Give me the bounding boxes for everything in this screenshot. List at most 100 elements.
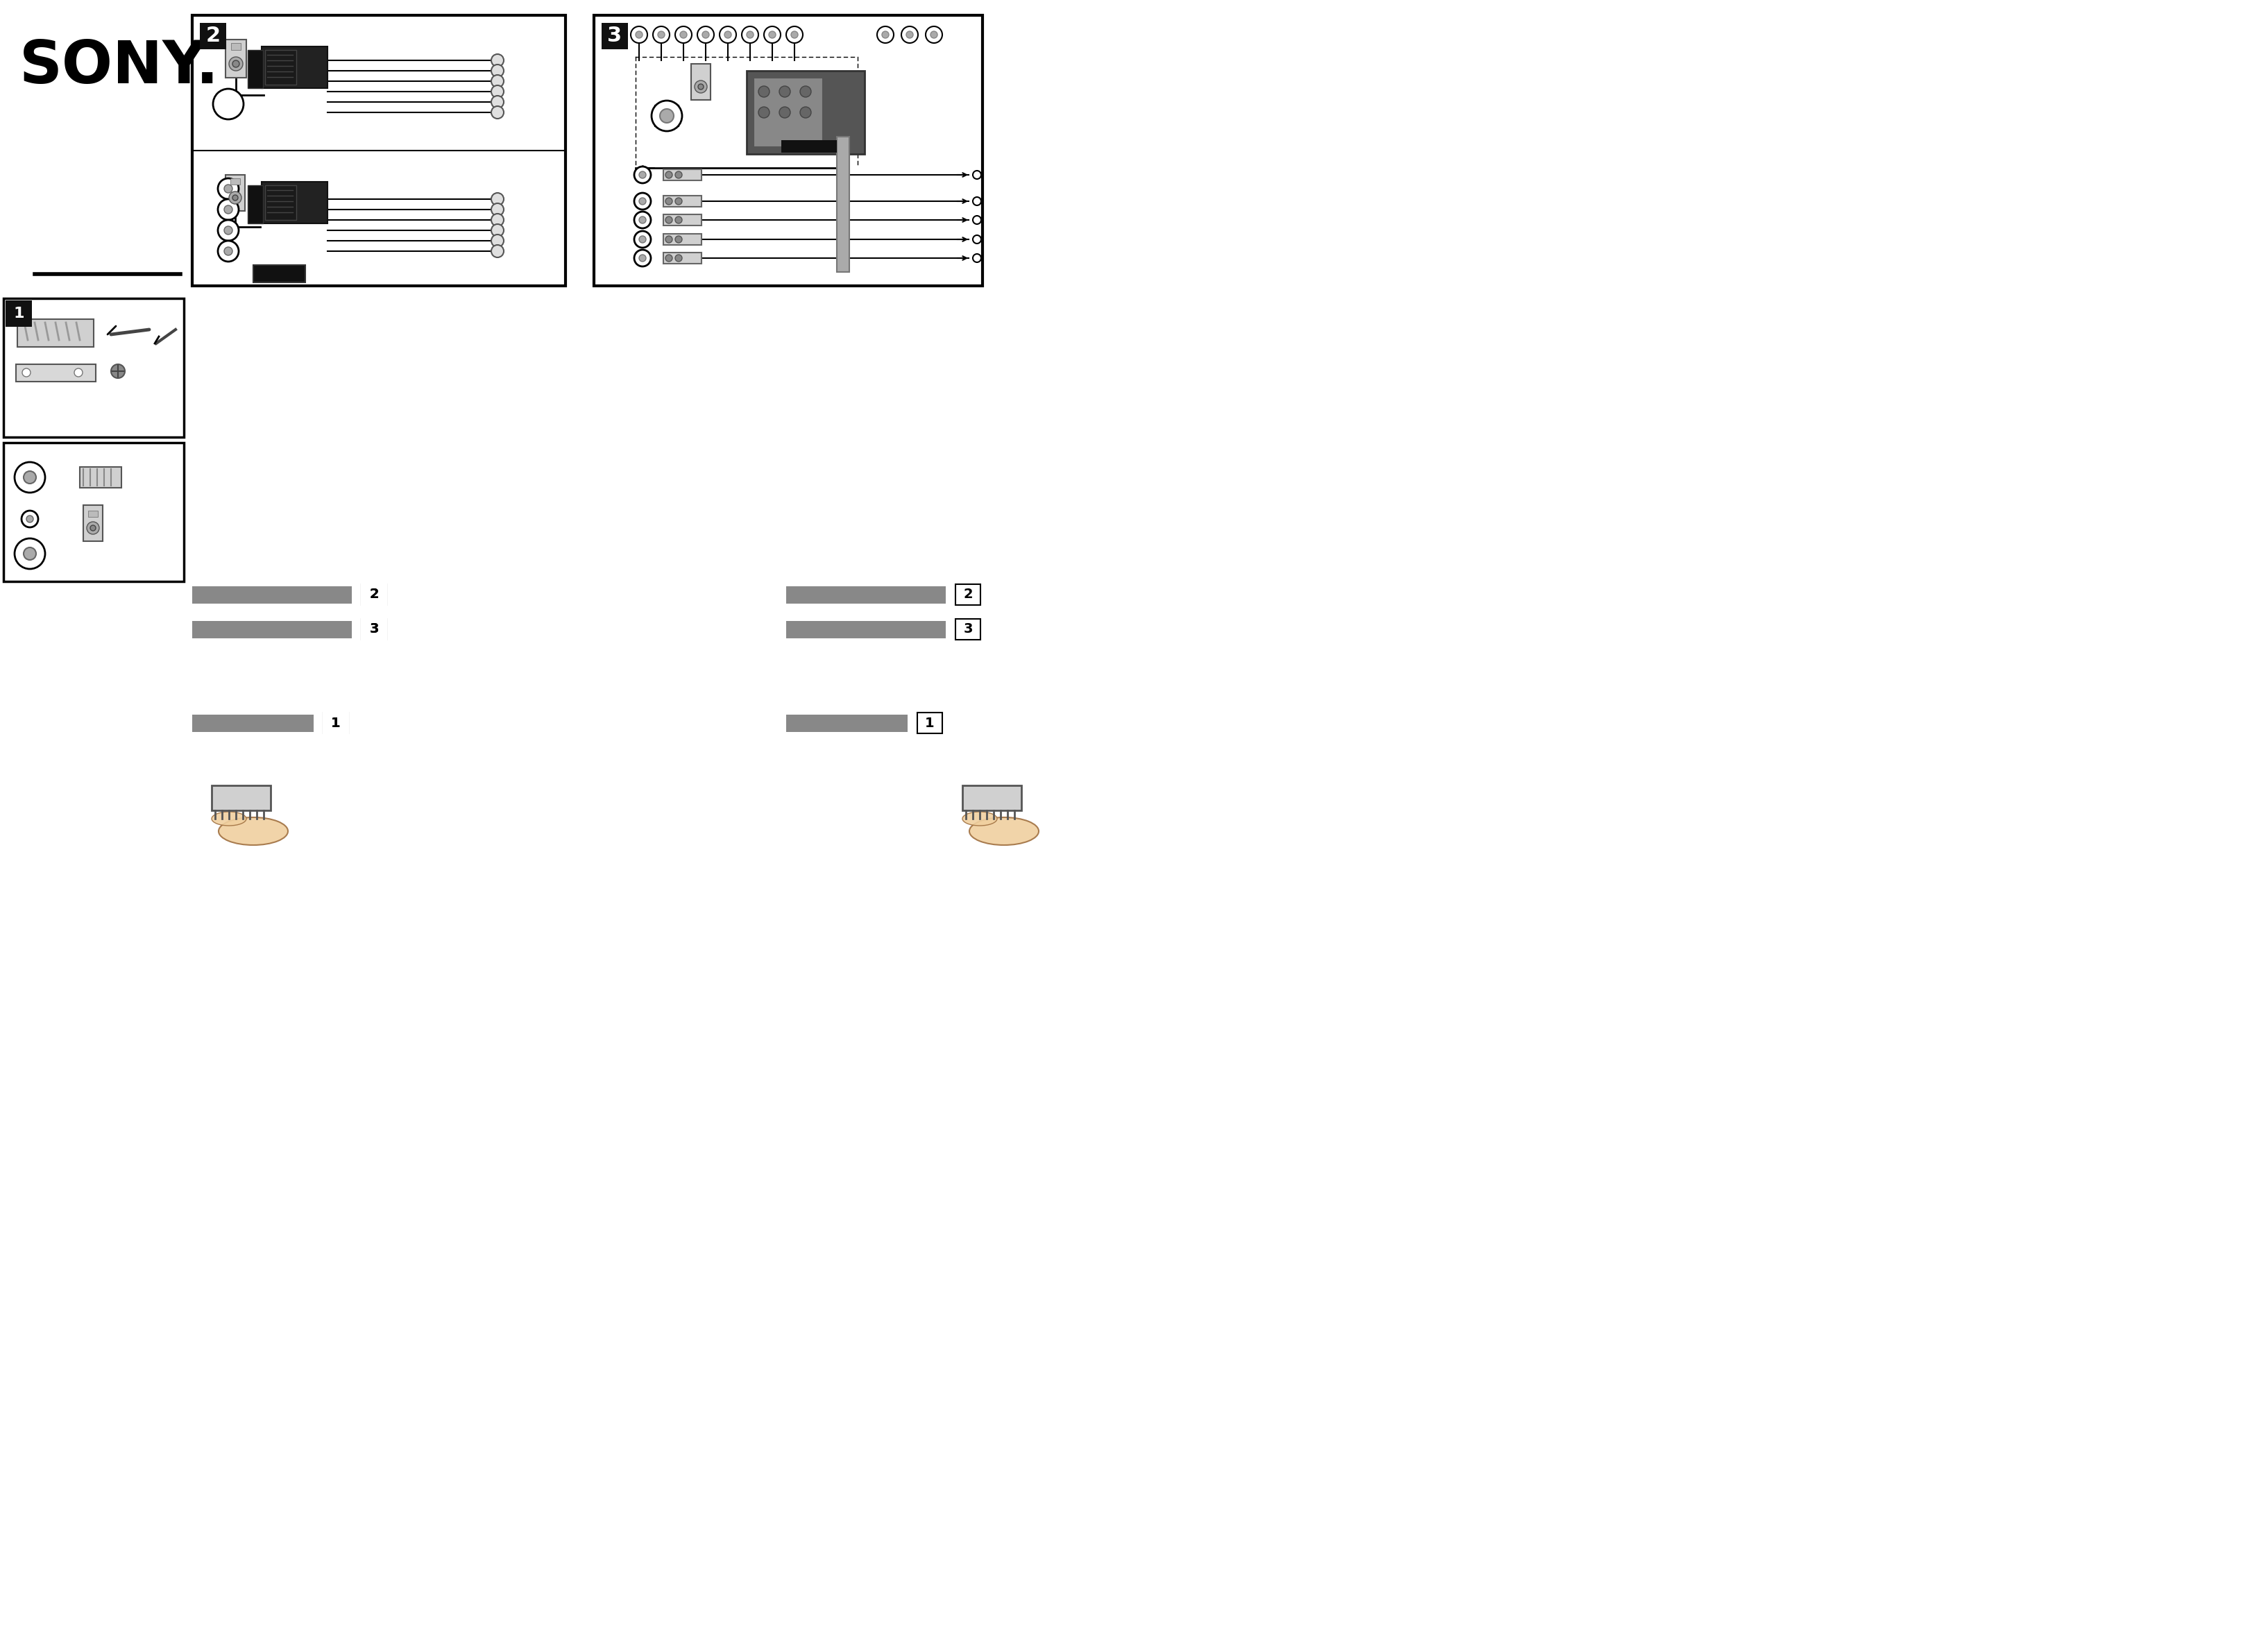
Circle shape	[973, 254, 980, 263]
Circle shape	[491, 203, 505, 216]
Ellipse shape	[962, 811, 998, 826]
Circle shape	[223, 226, 232, 235]
Circle shape	[653, 26, 669, 43]
Circle shape	[676, 26, 692, 43]
Circle shape	[491, 244, 505, 258]
Text: 3: 3	[608, 26, 622, 46]
Circle shape	[491, 106, 505, 119]
Bar	[261, 182, 327, 223]
Bar	[5, 301, 32, 327]
Circle shape	[780, 107, 791, 117]
Circle shape	[660, 109, 674, 122]
Circle shape	[665, 198, 671, 205]
Circle shape	[780, 86, 791, 97]
Bar	[225, 40, 246, 78]
Circle shape	[676, 172, 683, 178]
Circle shape	[881, 31, 890, 38]
Text: SONY.: SONY.	[20, 38, 219, 96]
Bar	[248, 185, 264, 223]
Bar	[212, 785, 270, 811]
Circle shape	[703, 31, 710, 38]
Bar	[192, 715, 313, 732]
Circle shape	[633, 167, 651, 183]
Ellipse shape	[219, 818, 288, 846]
Circle shape	[676, 254, 683, 261]
Bar	[261, 46, 327, 88]
Circle shape	[223, 185, 232, 193]
Bar	[955, 620, 980, 639]
Circle shape	[23, 368, 32, 377]
Circle shape	[676, 216, 683, 223]
Bar	[192, 621, 351, 638]
Circle shape	[746, 31, 753, 38]
Text: 3: 3	[964, 623, 973, 636]
Circle shape	[223, 205, 232, 213]
Bar	[955, 585, 980, 605]
Circle shape	[23, 547, 36, 560]
Circle shape	[14, 539, 45, 568]
Circle shape	[219, 178, 239, 200]
Circle shape	[698, 26, 714, 43]
Circle shape	[665, 254, 671, 261]
Circle shape	[14, 463, 45, 492]
Text: 3: 3	[369, 623, 379, 636]
Ellipse shape	[969, 818, 1039, 846]
Circle shape	[23, 471, 36, 484]
Bar	[230, 178, 241, 185]
Circle shape	[926, 26, 942, 43]
Bar	[192, 15, 566, 286]
Text: 1: 1	[926, 717, 935, 730]
Circle shape	[640, 172, 647, 178]
Bar	[786, 621, 946, 638]
Circle shape	[973, 197, 980, 205]
Circle shape	[635, 31, 642, 38]
Circle shape	[491, 193, 505, 205]
Circle shape	[633, 249, 651, 266]
Circle shape	[676, 198, 683, 205]
Circle shape	[633, 211, 651, 228]
Bar	[322, 710, 349, 737]
Bar	[18, 319, 95, 347]
Circle shape	[665, 172, 671, 178]
Circle shape	[640, 236, 647, 243]
Circle shape	[694, 81, 707, 93]
Circle shape	[665, 216, 671, 223]
Circle shape	[973, 216, 980, 225]
Circle shape	[74, 368, 83, 377]
Text: 1: 1	[331, 717, 340, 730]
Circle shape	[800, 107, 811, 117]
Bar	[662, 215, 701, 225]
Bar	[662, 235, 701, 244]
Bar	[782, 140, 836, 152]
Bar	[662, 169, 701, 180]
Text: 2: 2	[964, 588, 973, 601]
Circle shape	[491, 64, 505, 78]
Circle shape	[786, 26, 802, 43]
Circle shape	[764, 26, 780, 43]
Bar	[662, 195, 701, 206]
Circle shape	[973, 170, 980, 178]
Text: 2: 2	[369, 588, 379, 601]
Circle shape	[901, 26, 917, 43]
Bar	[16, 363, 97, 382]
Circle shape	[491, 86, 505, 97]
Bar	[252, 264, 306, 282]
Circle shape	[491, 213, 505, 226]
Text: 1: 1	[14, 307, 25, 320]
Circle shape	[230, 192, 241, 203]
Circle shape	[491, 235, 505, 248]
Text: 1: 1	[331, 717, 340, 730]
Bar	[88, 510, 97, 517]
Circle shape	[86, 522, 99, 534]
Bar	[786, 586, 946, 603]
Bar	[917, 712, 942, 733]
Circle shape	[800, 86, 811, 97]
Circle shape	[223, 248, 232, 256]
Circle shape	[491, 225, 505, 236]
Text: 2: 2	[205, 26, 221, 46]
Circle shape	[491, 74, 505, 88]
Bar	[360, 616, 388, 643]
Ellipse shape	[212, 811, 246, 826]
Bar	[248, 50, 264, 88]
Circle shape	[719, 26, 737, 43]
